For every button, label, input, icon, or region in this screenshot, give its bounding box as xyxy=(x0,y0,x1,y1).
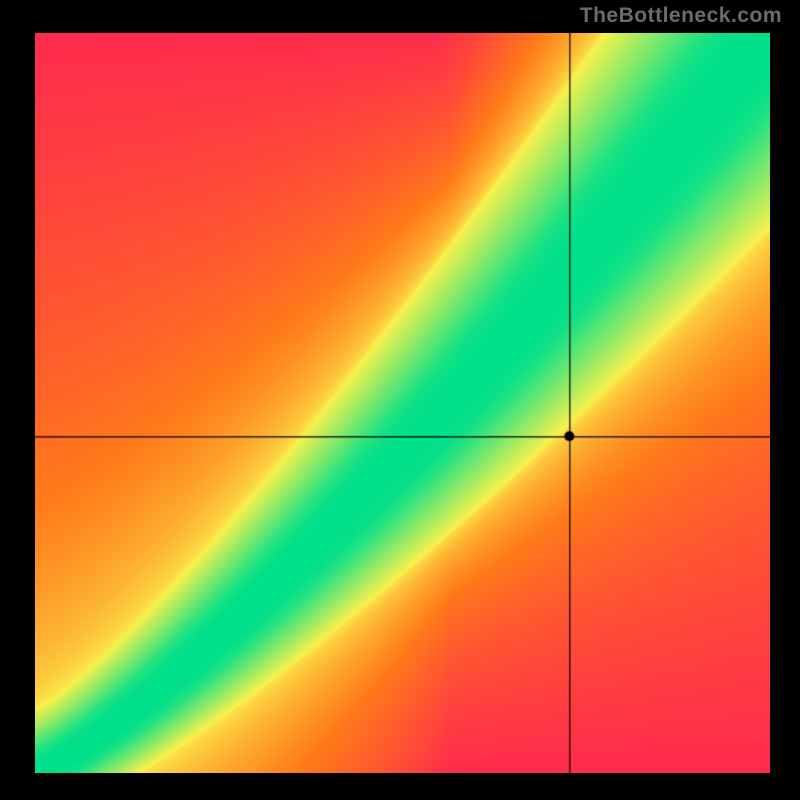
chart-container: TheBottleneck.com xyxy=(0,0,800,800)
crosshair-overlay xyxy=(35,33,770,773)
watermark-text: TheBottleneck.com xyxy=(580,4,782,28)
